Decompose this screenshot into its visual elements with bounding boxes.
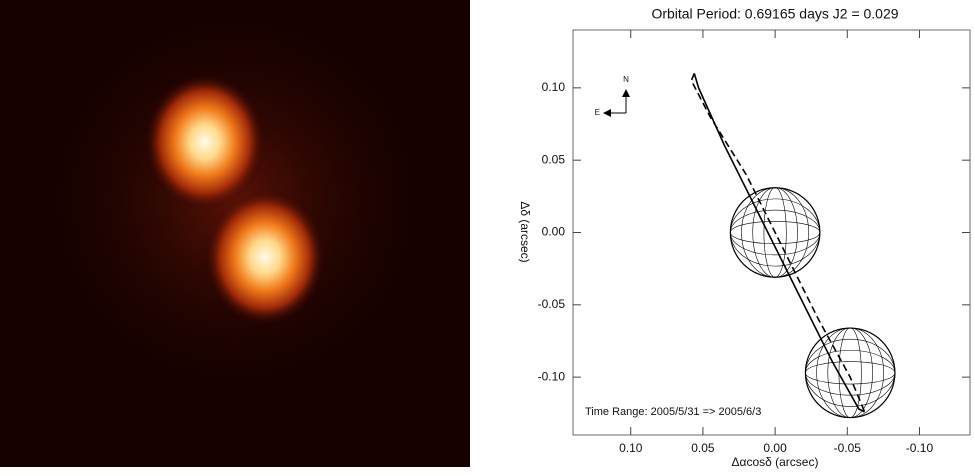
x-tick-label: 0.10 xyxy=(619,441,643,455)
annotation: Time Range: 2005/5/31 => 2005/6/3 xyxy=(585,406,761,418)
x-tick-label: 0.05 xyxy=(691,441,715,455)
orbit-line xyxy=(693,73,865,413)
compass: N E xyxy=(595,75,630,117)
body-grid xyxy=(730,198,821,267)
x-tick-label: -0.05 xyxy=(834,441,862,455)
y-tick-label: -0.05 xyxy=(538,297,566,311)
y-tick-label: 0.10 xyxy=(542,80,566,94)
orbit-line xyxy=(690,73,866,413)
x-axis-label: Δαcosδ (arcsec) xyxy=(732,455,819,469)
y-tick-label: 0.00 xyxy=(542,225,566,239)
body xyxy=(804,327,896,419)
orbit-plot: Orbital Period: 0.69165 days J2 = 0.029 … xyxy=(518,6,971,469)
body-grid xyxy=(805,338,896,407)
chart-title: Orbital Period: 0.69165 days J2 = 0.029 xyxy=(651,6,898,22)
image-source xyxy=(145,74,265,210)
image-source xyxy=(205,189,325,325)
body-grid xyxy=(741,187,809,278)
body-grid xyxy=(816,327,885,418)
y-tick-label: 0.05 xyxy=(542,152,566,166)
y-axis-label: Δδ (arcsec) xyxy=(518,201,532,262)
y-tick-label: -0.10 xyxy=(538,369,566,383)
x-tick-label: 0.00 xyxy=(763,441,787,455)
compass-north: N xyxy=(623,75,629,84)
image-panel xyxy=(0,0,470,467)
compass-east: E xyxy=(595,108,600,117)
x-tick-label: -0.10 xyxy=(906,441,934,455)
